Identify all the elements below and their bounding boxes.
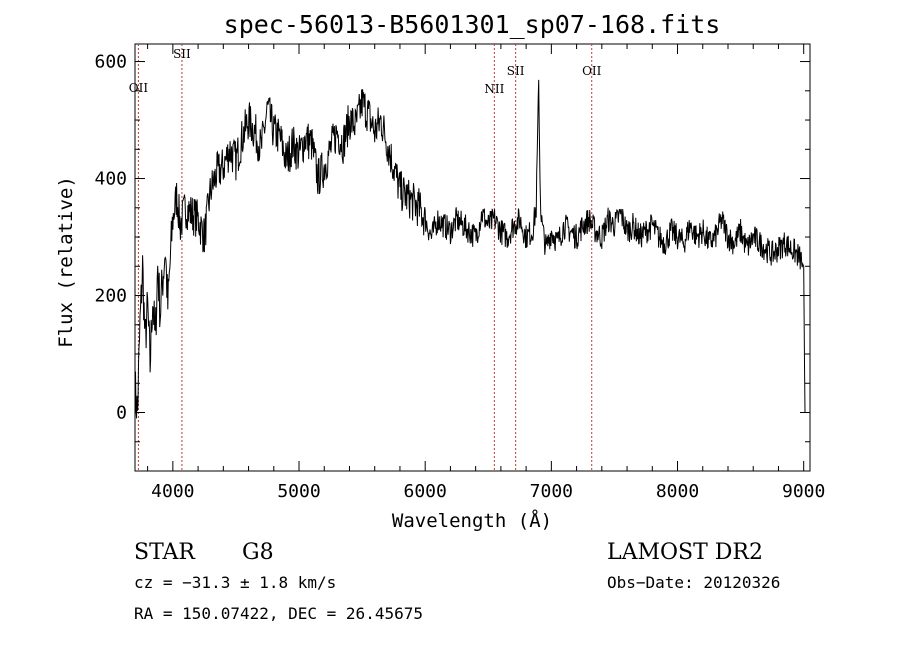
y-axis-label: Flux (relative) — [55, 176, 77, 348]
observation-date: Obs−Date: 20120326 — [607, 573, 780, 592]
plot-frame — [134, 43, 811, 472]
x-tick-label: 8000 — [656, 481, 699, 502]
emission-line-label: NII — [484, 82, 504, 96]
spectral-subclass: G8 — [242, 540, 274, 565]
y-tick-label: 200 — [94, 286, 127, 307]
x-tick-label: 4000 — [151, 481, 194, 502]
x-tick-label: 6000 — [404, 481, 447, 502]
x-tick-label: 5000 — [277, 481, 320, 502]
coordinates: RA = 150.07422, DEC = 26.45675 — [134, 604, 423, 623]
emission-line-label: OII — [129, 81, 149, 95]
redshift-cz: cz = −31.3 ± 1.8 km/s — [134, 573, 336, 592]
emission-line-label: SII — [507, 64, 525, 78]
y-tick-label: 0 — [116, 403, 127, 424]
emission-line-label: SII — [173, 47, 191, 61]
chart-title: spec-56013-B5601301_sp07-168.fits — [224, 10, 721, 39]
y-tick-label: 400 — [94, 169, 127, 190]
x-axis-label: Wavelength (Å) — [392, 509, 552, 532]
y-tick-label: 600 — [94, 52, 127, 73]
survey-name: LAMOST DR2 — [607, 540, 763, 565]
y-axis-ticks: 0 200 400 600 — [94, 52, 810, 472]
object-type: STAR — [134, 540, 196, 565]
x-axis-ticks: 4000 5000 6000 7000 8000 9000 — [147, 44, 825, 502]
x-tick-label: 9000 — [782, 481, 825, 502]
x-tick-label: 7000 — [530, 481, 573, 502]
spectrum-series-line — [134, 79, 806, 419]
emission-line-label: OII — [582, 64, 602, 78]
